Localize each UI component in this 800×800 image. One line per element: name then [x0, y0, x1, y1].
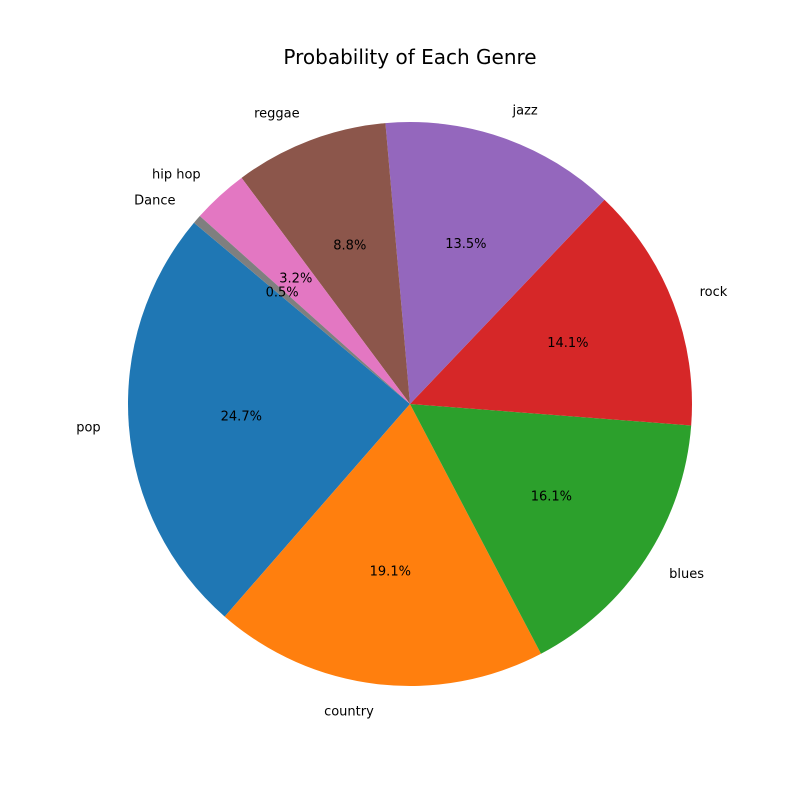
pct-label-hip-hop: 3.2%	[279, 272, 312, 287]
pie-slice-country	[224, 404, 541, 687]
pct-label-reggae: 8.8%	[333, 238, 366, 253]
slice-label-hip-hop: hip hop	[152, 168, 201, 183]
slice-label-reggae: reggae	[254, 107, 300, 122]
pct-label-pop: 24.7%	[221, 410, 262, 425]
pie-slice-rock	[410, 199, 692, 426]
slice-labels: pop country blues rock jazz reggae hip hop Danc…	[76, 104, 728, 720]
pct-label-rock: 14.1%	[547, 336, 588, 351]
pie-slice-blues	[410, 404, 692, 654]
pie-slice-reggae	[241, 123, 410, 404]
slice-label-country: country	[324, 705, 374, 720]
slice-label-dance: Dance	[134, 193, 175, 208]
pie-slice-dance	[193, 216, 410, 404]
slice-label-pop: pop	[76, 421, 100, 436]
pie-slice-hip-hop	[199, 177, 410, 404]
slice-label-rock: rock	[700, 285, 728, 300]
chart-title: Probability of Each Genre	[283, 45, 536, 69]
pct-label-country: 19.1%	[370, 565, 411, 580]
pct-label-jazz: 13.5%	[445, 237, 486, 252]
slice-label-jazz: jazz	[512, 104, 538, 119]
pie-slices	[127, 121, 692, 687]
pct-label-blues: 16.1%	[531, 490, 572, 505]
percentage-labels: 24.7% 19.1% 16.1% 14.1% 13.5% 8.8% 3.2%0.5%	[221, 237, 589, 580]
pct-label-dance: 0.5%	[266, 286, 299, 301]
pie-slice-pop	[127, 222, 410, 617]
pie-slice-jazz	[385, 121, 605, 404]
slice-label-blues: blues	[669, 567, 704, 582]
